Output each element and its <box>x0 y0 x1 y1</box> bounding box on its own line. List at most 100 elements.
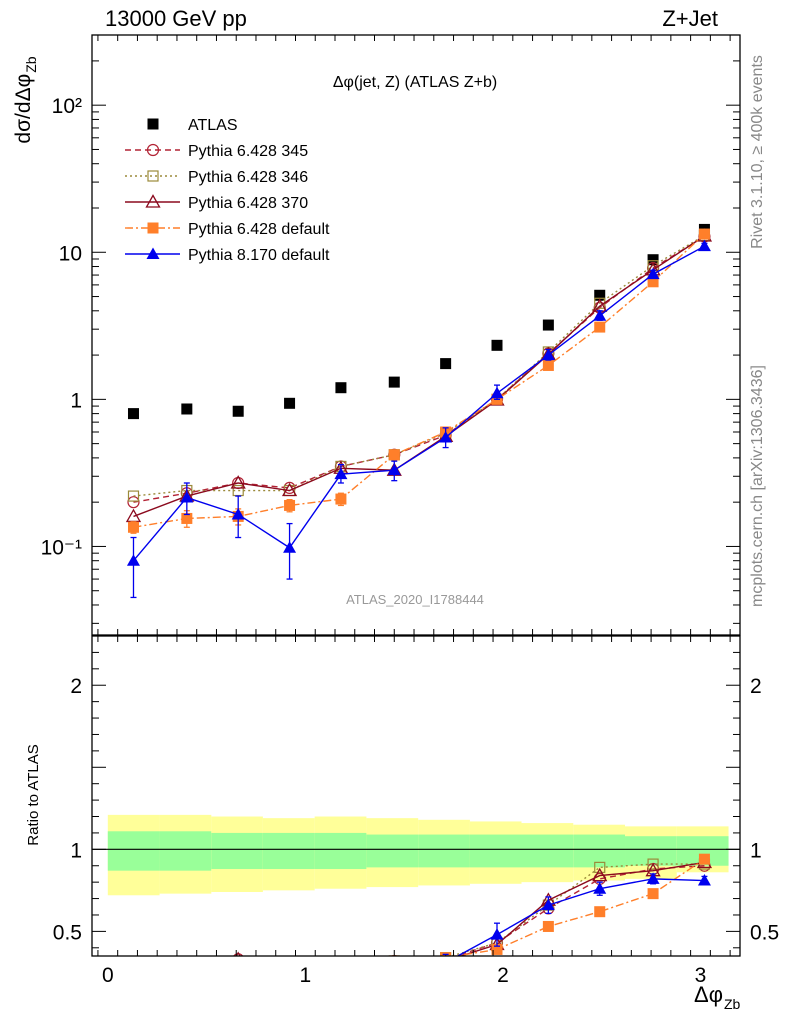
ratio-point-p345 <box>390 954 398 956</box>
ratio-point-p346 <box>388 955 400 956</box>
ratio-errorbar-p8def <box>391 966 397 979</box>
ratio-point-p345 <box>128 967 139 978</box>
ratio-inner-band-bin <box>418 834 470 868</box>
main-point-p346 <box>127 490 140 502</box>
ratio-point-p346 <box>647 858 659 870</box>
ratio-point-p6def <box>594 906 606 918</box>
main-point-p6def <box>335 493 347 505</box>
legend-label: Pythia 6.428 345 <box>188 143 308 160</box>
main-series-p370 <box>125 228 713 523</box>
ratio-uncertainty-bands <box>92 814 740 896</box>
main-point-atlas <box>440 358 452 370</box>
x-tick-label: 3 <box>695 964 707 987</box>
ratio-point-p6def <box>698 853 710 865</box>
main-line-p8def <box>132 245 705 562</box>
ratio-point-p8def <box>232 974 245 986</box>
ratio-point-p370 <box>334 961 347 973</box>
main-line-p6def <box>133 233 705 528</box>
main-point-p6def <box>127 521 139 533</box>
ratio-plot-frame <box>91 635 741 957</box>
ratio-errorbar-p8def <box>442 953 449 956</box>
main-series-p345 <box>127 230 711 509</box>
main-point-p6def <box>284 499 296 511</box>
ratio-point-p346 <box>336 961 346 971</box>
main-y-tick-label: 10 <box>59 242 82 265</box>
ratio-errorbar-p8def <box>235 971 241 991</box>
ratio-series-group <box>127 853 713 1003</box>
legend-item-atlas: ATLAS <box>147 117 238 134</box>
main-plot-title: Δφ(jet, Z) (ATLAS Z+b) <box>333 74 497 91</box>
ratio-point-p8def <box>127 991 140 1003</box>
ratio-point-p346 <box>285 966 295 976</box>
main-point-atlas <box>284 397 296 409</box>
main-point-atlas <box>647 254 659 266</box>
main-line-p346 <box>133 234 705 497</box>
main-line-p370 <box>133 235 705 518</box>
ratio-point-p370 <box>180 964 193 976</box>
main-point-p370 <box>125 508 142 523</box>
main-point-atlas <box>388 376 400 388</box>
ratio-inner-band-bin <box>521 834 574 868</box>
ratio-point-p8def <box>697 874 711 886</box>
ratio-point-p6def <box>181 978 192 989</box>
ratio-point-p346 <box>233 961 243 971</box>
axes-frames <box>91 34 741 957</box>
ratio-point-p345 <box>284 964 295 975</box>
ratio-inner-band-bin <box>625 836 677 866</box>
ratio-point-p6def <box>284 975 295 986</box>
ratio-y-tick-label-right: 2 <box>750 675 762 698</box>
ratio-inner-band-bin <box>469 834 522 868</box>
main-point-p6def <box>594 321 606 333</box>
main-point-p8def <box>283 541 297 553</box>
legend-label: Pythia 8.170 default <box>188 247 330 264</box>
ratio-inner-band-bin <box>211 832 263 870</box>
ratio-inner-band-bin <box>314 832 367 870</box>
main-point-p8def <box>646 267 660 280</box>
legend-label: ATLAS <box>188 117 238 134</box>
main-y-tick-label: 10² <box>52 95 82 118</box>
main-point-p6def <box>698 228 710 240</box>
rivet-version-label: Rivet 3.1.10, ≥ 400k events <box>749 55 766 249</box>
ratio-point-p8def <box>283 991 296 1003</box>
ratio-point-p6def <box>128 980 139 991</box>
legend-item-p345: Pythia 6.428 345 <box>125 143 308 160</box>
ratio-point-p8def <box>180 966 193 978</box>
ratio-point-p346 <box>182 962 192 972</box>
main-point-p8def <box>231 507 245 520</box>
ratio-y-tick-label-right: 0.5 <box>750 921 779 944</box>
main-series-p346 <box>127 229 711 502</box>
ratio-errorbar-p8def <box>287 990 293 1003</box>
main-point-atlas <box>127 408 139 420</box>
main-point-p8def <box>334 467 348 480</box>
axis-ticks: 10⁻¹ 1 10 10² 0.5 0.5 1 1 2 2 0 1 2 3 <box>41 34 779 987</box>
ratio-point-p370 <box>235 951 241 956</box>
legend-item-p346: Pythia 6.428 346 <box>125 169 308 186</box>
main-point-atlas <box>181 403 193 415</box>
legend-marker <box>147 118 159 130</box>
x-tick-label: 2 <box>497 964 509 987</box>
main-errorbar-p8def <box>130 536 137 599</box>
legend-marker <box>146 247 160 259</box>
main-y-tick-label: 1 <box>70 389 82 412</box>
main-y-tick-label: 10⁻¹ <box>41 536 82 559</box>
ratio-point-p6def <box>388 955 400 956</box>
ratio-series-p8def <box>127 872 711 1003</box>
header-right-label: Z+Jet <box>662 6 718 31</box>
ratio-point-p370 <box>127 974 140 986</box>
ratio-line-p8def <box>456 878 705 956</box>
ratio-point-p345 <box>181 964 192 975</box>
main-point-p8def <box>541 348 555 361</box>
legend-label: Pythia 6.428 370 <box>188 195 308 212</box>
ratio-point-p6def <box>491 943 503 955</box>
main-point-p370 <box>230 475 246 489</box>
main-y-axis-label: dσ/dΔφZb <box>12 56 39 143</box>
analysis-watermark: ATLAS_2020_I1788444 <box>346 592 484 607</box>
main-point-p8def <box>697 239 711 252</box>
main-point-p8def <box>593 309 607 321</box>
ratio-point-p370 <box>592 867 608 882</box>
ratio-inner-band-bin <box>159 831 212 871</box>
legend-marker <box>147 222 159 234</box>
ratio-point-p370 <box>283 964 296 976</box>
ratio-point-p8def <box>439 956 452 968</box>
ratio-errorbar-p6def <box>130 982 136 989</box>
